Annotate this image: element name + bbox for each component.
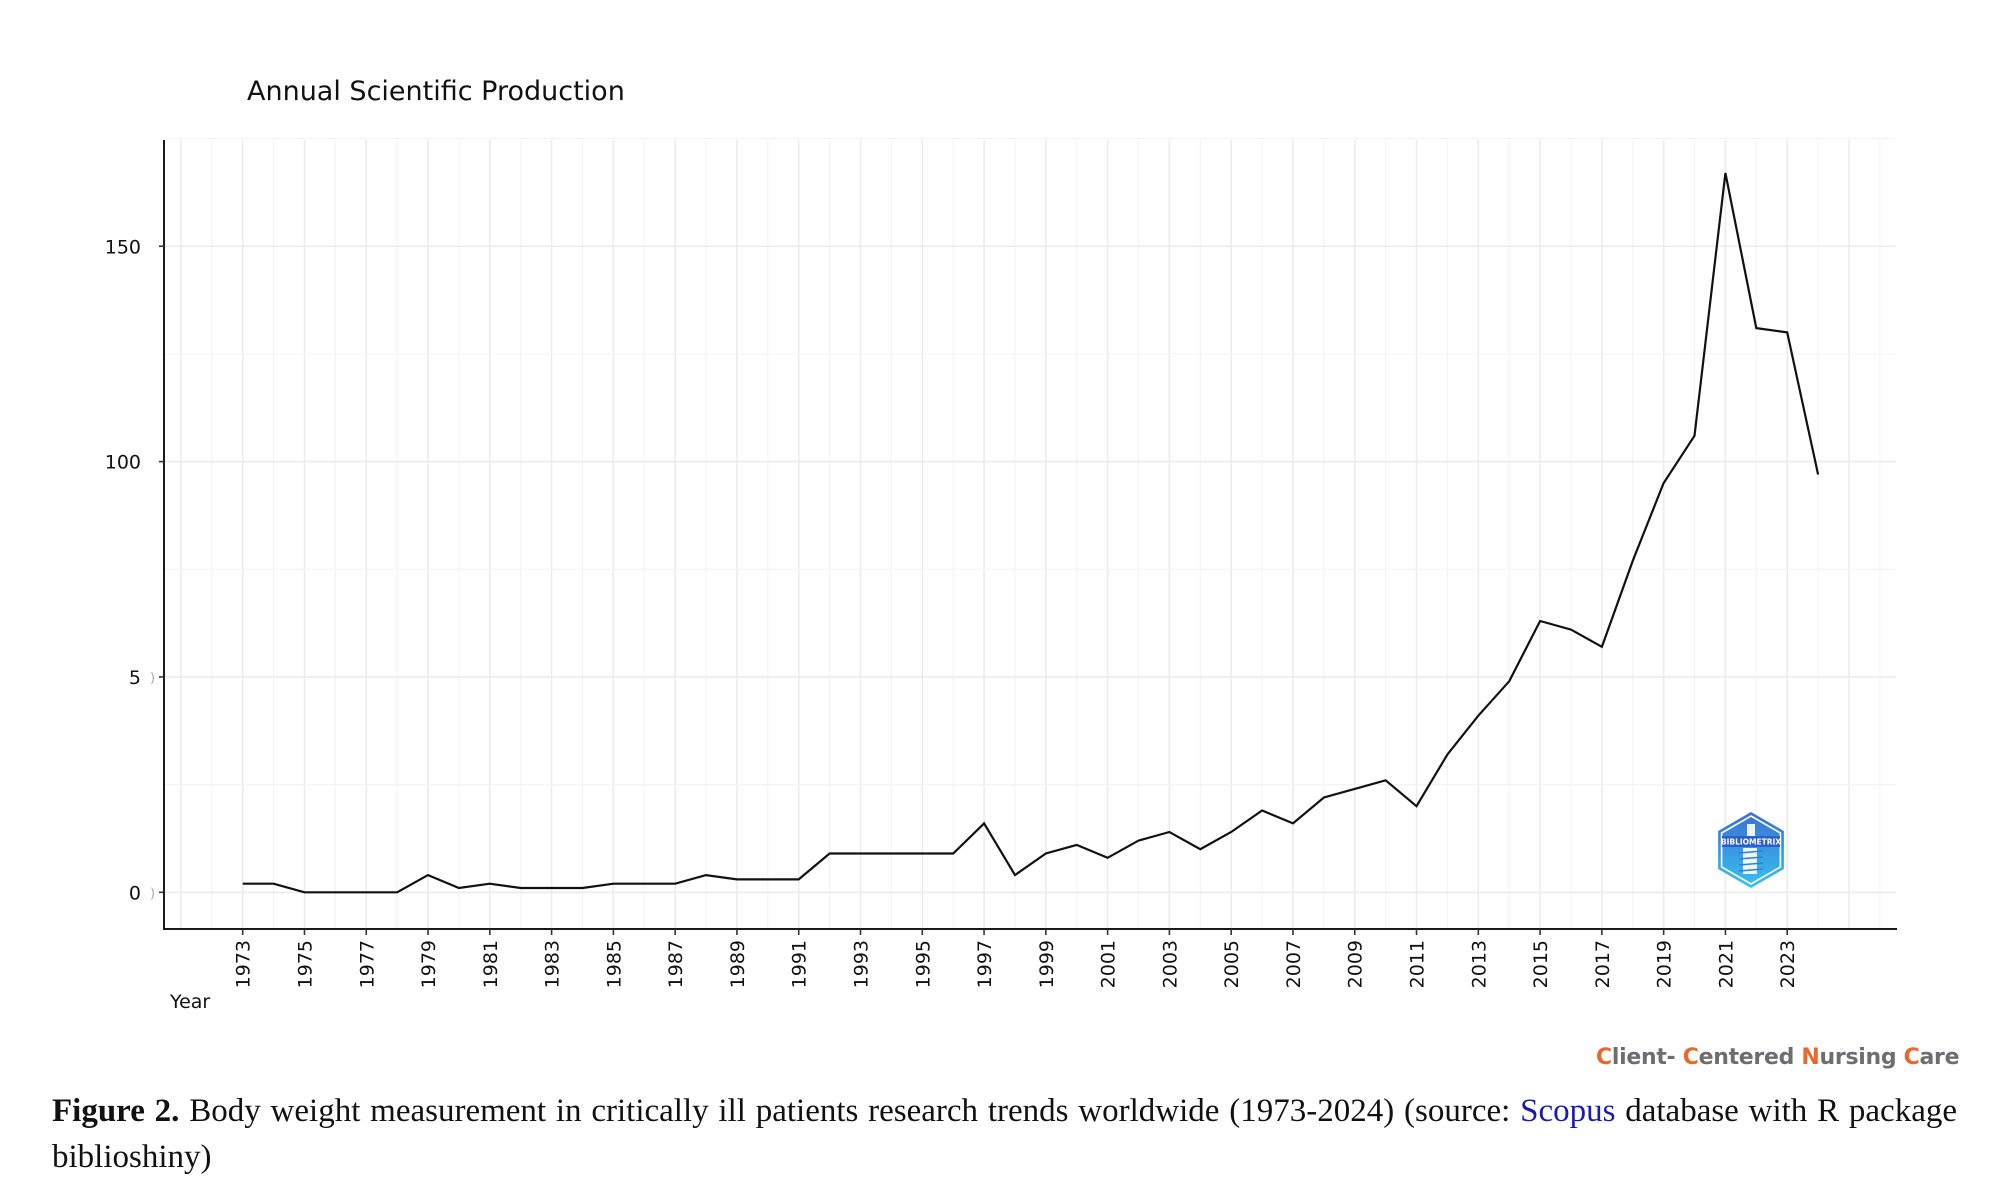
series-layer xyxy=(242,172,1820,894)
brand-initial: N xyxy=(1801,1045,1820,1070)
x-tick-label: 2005 xyxy=(1221,940,1243,988)
x-tick-label: 2009 xyxy=(1345,940,1367,988)
x-tick-label: 1981 xyxy=(480,940,502,988)
x-tick-label: 2023 xyxy=(1777,940,1799,988)
x-axis-title: Year xyxy=(169,991,210,1013)
x-tick-label: 2019 xyxy=(1654,940,1676,988)
brand-text: lient- xyxy=(1611,1045,1683,1070)
chart-title: Annual Scientific Production xyxy=(247,76,625,107)
x-tick-label: 1985 xyxy=(603,940,625,988)
y-tick-label: 100 xyxy=(105,452,141,474)
caption-text: Body weight measurement in critically il… xyxy=(179,1093,1521,1129)
x-tick-label: 1989 xyxy=(727,940,749,988)
y-tick-label-ghost: ) xyxy=(150,671,155,686)
y-axis-ticks: 0) 5) 100 150 xyxy=(105,236,164,904)
logo-hexagon-border xyxy=(1720,815,1782,885)
brand-text: are xyxy=(1919,1045,1960,1070)
y-tick-label-ghost: ) xyxy=(150,886,155,901)
x-tick-label: 1977 xyxy=(356,940,378,988)
logo-stripe xyxy=(1738,850,1764,854)
brand-text: entered xyxy=(1698,1045,1802,1070)
x-axis-ticks: 1973 1975 1977 1979 1981 1983 1985 1987 1989 1991… xyxy=(233,929,1799,988)
figure-caption: Figure 2. Body weight measurement in cri… xyxy=(52,1088,1957,1180)
logo-stripe xyxy=(1738,868,1764,872)
x-tick-label: 2007 xyxy=(1283,940,1305,988)
x-tick-label: 2017 xyxy=(1592,940,1614,988)
logo-stripe xyxy=(1738,862,1764,866)
x-tick-label: 1983 xyxy=(542,940,564,988)
logo-text: BIBLIOMETRIX xyxy=(1721,838,1781,847)
y-tick-label: 150 xyxy=(105,236,141,258)
series-line xyxy=(242,172,1820,894)
x-tick-label: 1999 xyxy=(1036,940,1058,988)
x-tick-label: 1991 xyxy=(789,940,811,988)
journal-brand: Client- Centered Nursing Care xyxy=(1596,1045,1960,1070)
lighthouse-icon xyxy=(1743,824,1757,874)
brand-text: ursing xyxy=(1819,1045,1904,1070)
x-tick-label: 2001 xyxy=(1098,940,1120,988)
grid xyxy=(164,137,1896,929)
x-tick-label: 2021 xyxy=(1715,940,1737,988)
x-tick-label: 1993 xyxy=(851,940,873,988)
x-tick-label: 2015 xyxy=(1530,940,1552,988)
axes xyxy=(163,140,1897,930)
scopus-link[interactable]: Scopus xyxy=(1520,1093,1616,1129)
x-tick-label: 1997 xyxy=(974,940,996,988)
brand-initial: C xyxy=(1903,1045,1920,1070)
x-tick-label: 1979 xyxy=(418,940,440,988)
x-tick-label: 1995 xyxy=(912,940,934,988)
brand-initial: C xyxy=(1596,1045,1612,1070)
x-tick-label: 2011 xyxy=(1407,940,1429,988)
logo-banner xyxy=(1722,836,1780,847)
y-tick-label: 0 xyxy=(129,882,141,904)
x-tick-label: 1975 xyxy=(294,940,316,988)
annual-production-chart: Annual Scientific Production BIBLIOMETRI… xyxy=(105,76,1897,1013)
caption-text-end: database with R package biblioshiny) xyxy=(52,1093,1957,1175)
bibliometrix-logo: BIBLIOMETRIX xyxy=(1718,812,1784,888)
logo-stripe xyxy=(1738,856,1764,860)
x-tick-label: 1973 xyxy=(233,940,255,988)
brand-initial: C xyxy=(1682,1045,1699,1070)
figure-label: Figure 2. xyxy=(52,1093,180,1129)
x-tick-label: 2013 xyxy=(1468,940,1490,988)
y-tick-label: 5 xyxy=(129,667,141,689)
x-tick-label: 1987 xyxy=(665,940,687,988)
x-tick-label: 2003 xyxy=(1159,940,1181,988)
